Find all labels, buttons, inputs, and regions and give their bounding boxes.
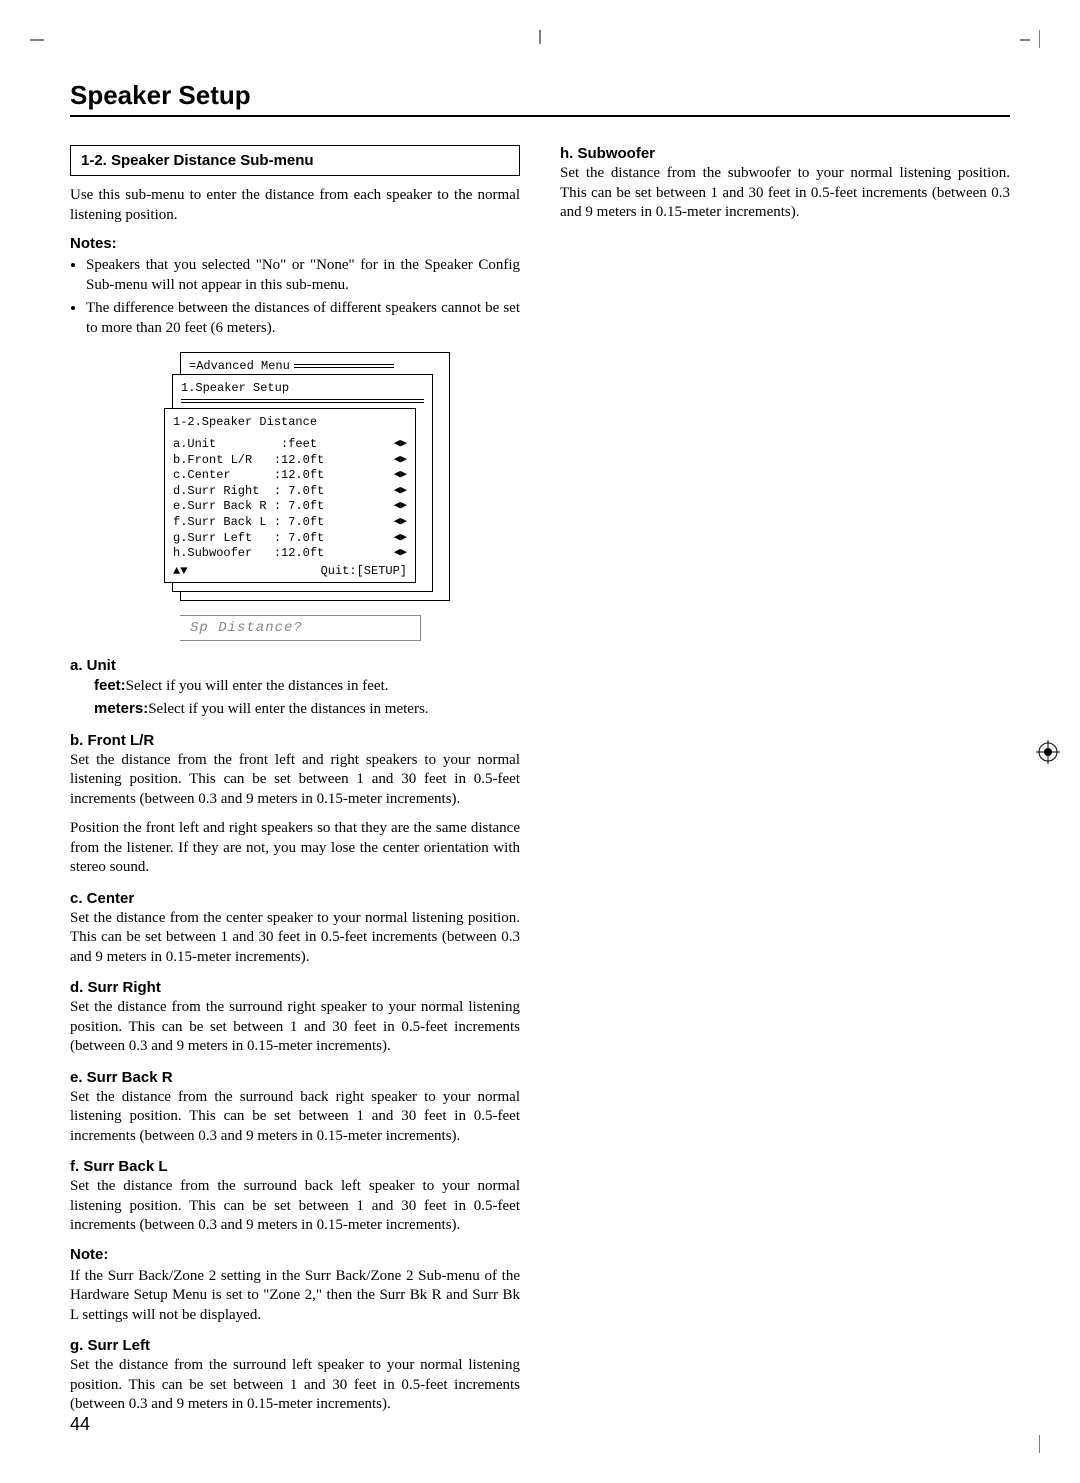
- menu-quit-hint: Quit:[SETUP]: [321, 564, 407, 578]
- menu-title-speaker-setup: 1.Speaker Setup: [173, 375, 432, 399]
- item-h-paragraph: Set the distance from the subwoofer to y…: [560, 164, 1010, 223]
- menu-row: g.Surr Left : 7.0ft◀▶: [173, 531, 407, 547]
- left-column: 1-2. Speaker Distance Sub-menu Use this …: [70, 145, 520, 1425]
- menu-box-speaker-distance: 1-2.Speaker Distance a.Unit :feet◀▶ b.Fr…: [164, 408, 416, 583]
- item-e-paragraph: Set the distance from the surround back …: [70, 1088, 520, 1147]
- notes-heading: Notes:: [70, 235, 520, 252]
- item-c-paragraph: Set the distance from the center speaker…: [70, 909, 520, 968]
- left-right-icon: ◀▶: [394, 546, 407, 562]
- two-column-layout: 1-2. Speaker Distance Sub-menu Use this …: [70, 145, 1010, 1425]
- left-right-icon: ◀▶: [394, 453, 407, 469]
- item-f-paragraph: Set the distance from the surround back …: [70, 1177, 520, 1236]
- left-right-icon: ◀▶: [394, 437, 407, 453]
- menu-row: b.Front L/R :12.0ft◀▶: [173, 453, 407, 469]
- item-d-heading: d. Surr Right: [70, 979, 520, 996]
- menu-footer: ▲▼ Quit:[SETUP]: [173, 564, 407, 578]
- register-mark-icon: [1036, 740, 1060, 764]
- item-b-heading: b. Front L/R: [70, 732, 520, 749]
- menu-row: f.Surr Back L : 7.0ft◀▶: [173, 515, 407, 531]
- item-d-paragraph: Set the distance from the surround right…: [70, 998, 520, 1057]
- osd-menu-diagram: =Advanced Menu 1.Speaker Setup 1-2.Speak…: [180, 352, 450, 601]
- notes-list: Speakers that you selected "No" or "None…: [70, 256, 520, 338]
- left-right-icon: ◀▶: [394, 484, 407, 500]
- item-a-heading: a. Unit: [70, 657, 520, 674]
- item-e-heading: e. Surr Back R: [70, 1069, 520, 1086]
- item-a-def-feet: feet:Select if you will enter the distan…: [94, 676, 520, 697]
- menu-row: h.Subwoofer :12.0ft◀▶: [173, 546, 407, 562]
- page: Speaker Setup 1-2. Speaker Distance Sub-…: [0, 0, 1080, 1465]
- item-h-heading: h. Subwoofer: [560, 145, 1010, 162]
- item-g-heading: g. Surr Left: [70, 1337, 520, 1354]
- menu-row: c.Center :12.0ft◀▶: [173, 468, 407, 484]
- menu-box-speaker-setup: 1.Speaker Setup 1-2.Speaker Distance a.U…: [172, 374, 433, 592]
- left-right-icon: ◀▶: [394, 531, 407, 547]
- note-item: Speakers that you selected "No" or "None…: [86, 256, 520, 295]
- title-rule: [70, 115, 1010, 117]
- item-g-paragraph: Set the distance from the surround left …: [70, 1356, 520, 1415]
- left-right-icon: ◀▶: [394, 499, 407, 515]
- crop-mark-icon: [1020, 1433, 1040, 1453]
- note-paragraph: If the Surr Back/Zone 2 setting in the S…: [70, 1267, 520, 1326]
- item-b-paragraph: Set the distance from the front left and…: [70, 751, 520, 810]
- menu-row: e.Surr Back R : 7.0ft◀▶: [173, 499, 407, 515]
- up-down-icon: ▲▼: [173, 564, 187, 578]
- subsection-heading-box: 1-2. Speaker Distance Sub-menu: [70, 145, 520, 176]
- menu-divider: [181, 399, 424, 403]
- section-title: Speaker Setup: [70, 80, 1010, 111]
- item-a-def-meters: meters:Select if you will enter the dist…: [94, 699, 520, 720]
- menu-row: a.Unit :feet◀▶: [173, 437, 407, 453]
- item-c-heading: c. Center: [70, 890, 520, 907]
- intro-paragraph: Use this sub-menu to enter the distance …: [70, 186, 520, 225]
- page-number: 44: [70, 1414, 90, 1435]
- menu-title-text: Advanced Menu: [196, 359, 290, 373]
- lcd-display: Sp Distance?: [180, 615, 421, 641]
- left-right-icon: ◀▶: [394, 515, 407, 531]
- crop-mark-icon: [530, 30, 550, 50]
- menu-box-advanced: =Advanced Menu 1.Speaker Setup 1-2.Speak…: [180, 352, 450, 601]
- menu-title-distance: 1-2.Speaker Distance: [173, 415, 407, 429]
- menu-row: d.Surr Right : 7.0ft◀▶: [173, 484, 407, 500]
- item-b-paragraph: Position the front left and right speake…: [70, 819, 520, 878]
- right-column: h. Subwoofer Set the distance from the s…: [560, 145, 1010, 1425]
- menu-title-advanced: =Advanced Menu: [181, 353, 449, 375]
- crop-mark-icon: [1020, 30, 1040, 50]
- note-heading: Note:: [70, 1246, 520, 1263]
- left-right-icon: ◀▶: [394, 468, 407, 484]
- note-item: The difference between the distances of …: [86, 299, 520, 338]
- crop-mark-icon: [30, 30, 50, 50]
- item-f-heading: f. Surr Back L: [70, 1158, 520, 1175]
